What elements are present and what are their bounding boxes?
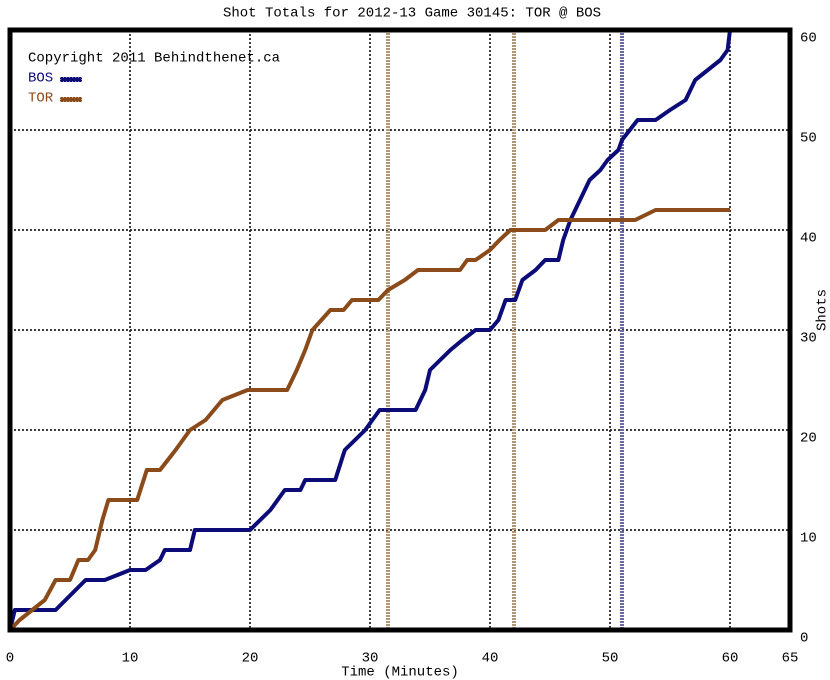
x-axis-label: Time (Minutes) xyxy=(341,665,459,680)
y-tick-label: 0 xyxy=(800,631,808,647)
annotation: Copyright 2011 Behindthenet.ca xyxy=(28,51,280,67)
series-line xyxy=(8,29,732,631)
chart-title: Shot Totals for 2012-13 Game 30145: TOR … xyxy=(223,6,601,22)
y-tick-label: 20 xyxy=(800,431,817,447)
legend-label: BOS xyxy=(28,71,53,87)
y-tick-label: 60 xyxy=(800,31,817,47)
series-line xyxy=(8,208,730,632)
x-tick-label: 10 xyxy=(122,651,139,667)
y-tick-label: 40 xyxy=(800,231,817,247)
y-axis-label: Shots xyxy=(815,289,830,331)
x-tick-label: 30 xyxy=(362,651,379,667)
legend-swatch xyxy=(59,76,83,83)
x-tick-label: 50 xyxy=(602,651,619,667)
plot-frame xyxy=(7,27,793,633)
x-tick-label: 60 xyxy=(722,651,739,667)
x-tick-label: 0 xyxy=(6,651,14,667)
x-tick-label: 20 xyxy=(242,651,259,667)
y-tick-label: 10 xyxy=(800,531,817,547)
legend-label: TOR xyxy=(28,91,54,107)
x-tick-label: 65 xyxy=(782,651,799,667)
y-tick-label: 30 xyxy=(800,331,817,347)
x-tick-label: 40 xyxy=(482,651,499,667)
y-tick-label: 50 xyxy=(800,131,817,147)
legend-swatch xyxy=(59,96,83,103)
